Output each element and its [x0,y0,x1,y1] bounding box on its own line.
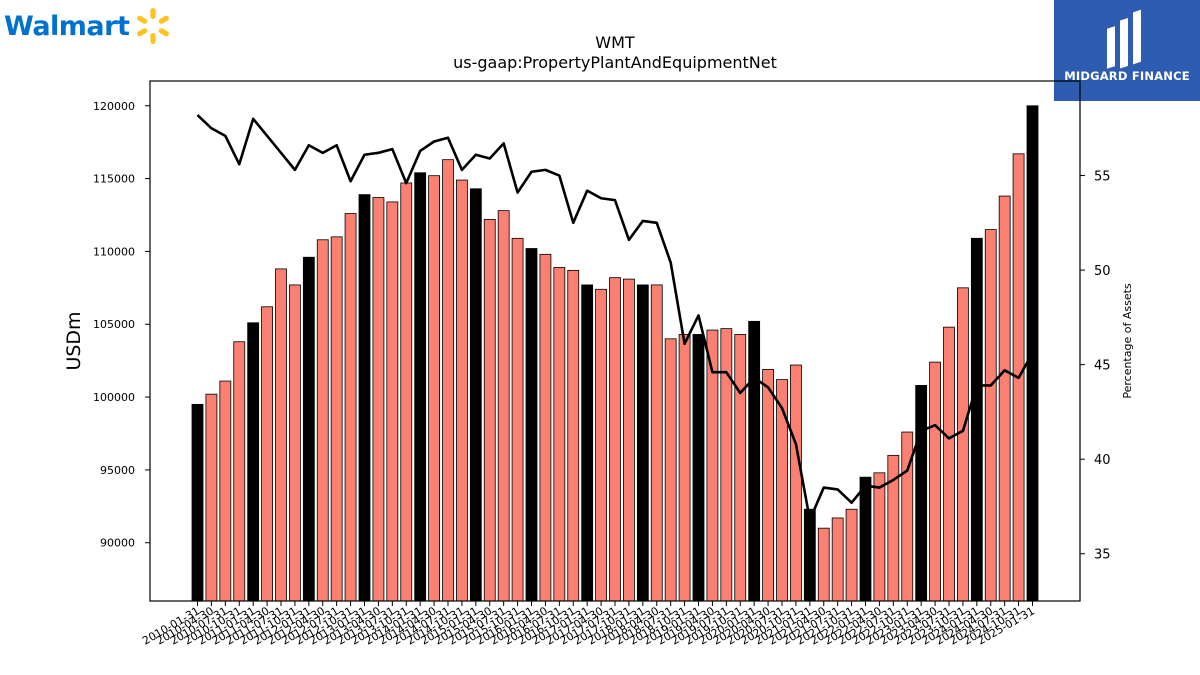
bar-2013-04-30 [372,197,385,602]
y-tick-label: 95000 [100,464,135,477]
bar-2011-01-31 [247,322,260,602]
y2-tick-label: 55 [1094,170,1111,185]
bar-2021-10-31 [845,508,858,602]
y2-tick-label: 45 [1094,359,1111,374]
bar-2022-04-30 [873,472,886,602]
bar-2022-01-31 [859,476,872,602]
bar-2021-04-30 [817,527,830,602]
y-tick-label: 115000 [93,173,135,186]
x-axis: 2010-01-312010-04-302010-07-312010-10-31… [140,601,1037,648]
bar-2015-04-30 [483,218,496,602]
y-tick-label: 100000 [93,391,135,404]
bar-2018-10-31 [678,334,691,602]
line-layer [196,114,1034,521]
bar-2011-04-30 [261,306,273,602]
midgard-logo-text: MIDGARD FINANCE [1064,69,1190,83]
y-tick-label: 105000 [93,318,135,331]
y2-tick-label: 35 [1094,548,1111,563]
bar-2010-07-31 [219,380,232,602]
bar-2018-07-31 [664,338,677,602]
bar-2023-10-31 [957,287,969,602]
bar-2013-07-31 [386,201,399,602]
y2-axis-label: Percentage of Assets [1121,283,1134,399]
midgard-finance-logo: MIDGARD FINANCE [1054,0,1200,101]
bar-2016-01-31 [525,248,538,602]
bar-2024-04-30 [984,229,997,602]
bar-2020-07-31 [776,379,788,602]
y-axis-label: USDm [63,311,85,370]
bar-2013-01-31 [358,194,371,602]
y-tick-label: 90000 [100,537,135,550]
y2-tick-label: 40 [1094,453,1111,468]
bar-2014-10-31 [456,179,468,602]
bar-2017-04-30 [595,288,607,602]
chart-title: WMT [595,33,635,52]
bar-2016-10-31 [567,269,580,602]
bar-2019-07-31 [720,328,733,602]
y-tick-label: 120000 [93,100,135,113]
bar-2014-01-31 [414,172,427,602]
walmart-logo-text: Walmart [4,10,130,42]
bar-group [191,105,1039,602]
walmart-spark-icon [137,8,170,44]
bar-2018-04-30 [650,284,663,602]
bar-2018-01-31 [636,284,649,602]
chart-subtitle: us-gaap:PropertyPlantAndEquipmentNet [453,53,777,72]
midgard-monogram-icon [1107,9,1141,69]
y-axis: 90000 95000 100000 105000 110000 115000 120000 [93,100,150,550]
y2-axis: 35 40 45 50 55 [1080,170,1111,563]
bar-2020-04-30 [762,368,774,602]
y-tick-label: 110000 [93,245,135,258]
bar-2012-04-30 [316,239,329,602]
bar-2011-07-31 [275,268,287,602]
bar-2011-10-31 [289,284,301,602]
bar-2010-01-31 [191,403,204,602]
bar-2015-01-31 [469,188,482,602]
bar-2012-01-31 [302,256,315,602]
bar-2016-04-30 [539,253,552,602]
bar-2020-10-31 [790,364,802,602]
bar-2012-10-31 [344,213,357,602]
bar-2023-04-30 [929,361,941,602]
bar-2014-07-31 [442,159,454,602]
bar-2016-07-31 [553,267,566,602]
bar-2021-01-31 [803,508,816,602]
bar-2024-07-31 [998,195,1011,602]
walmart-logo: Walmart [4,6,173,46]
bar-2010-10-31 [233,341,246,602]
bar-2014-04-30 [428,175,440,602]
bar-2017-07-31 [609,277,621,602]
bar-2013-10-31 [400,182,413,602]
bar-2021-07-31 [831,517,844,602]
bar-2023-01-31 [915,385,928,602]
bar-2015-10-31 [511,237,524,602]
bar-2024-01-31 [970,237,983,602]
bar-2015-07-31 [497,210,510,602]
bar-2020-01-31 [748,320,761,602]
percentage-of-assets-line [196,114,1034,521]
bar-2019-01-31 [692,334,705,602]
y2-tick-label: 50 [1094,264,1111,279]
bar-2010-04-30 [205,393,218,602]
bar-2023-07-31 [943,326,955,602]
bar-2012-07-31 [330,236,343,602]
bar-2019-10-31 [734,334,747,602]
bar-2017-10-31 [623,278,635,602]
bar-2017-01-31 [581,284,594,602]
